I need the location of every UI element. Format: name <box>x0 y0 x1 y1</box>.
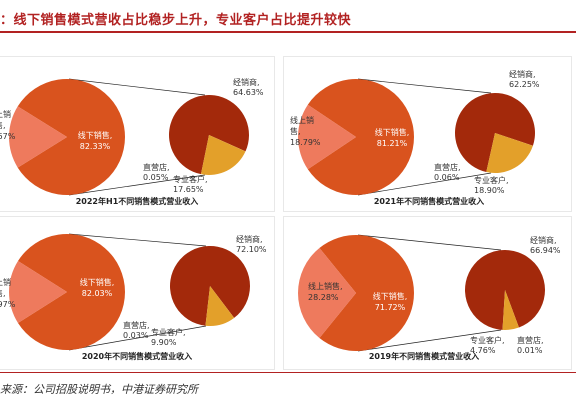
label-online-sales: 上销售,.67% <box>0 109 16 141</box>
sub-pie-slice-distributor <box>465 250 545 330</box>
footer-divider <box>0 372 576 373</box>
label-direct-store: 直营店, 0.01% <box>517 335 544 355</box>
connector-line-top <box>357 78 492 94</box>
label-direct-store: 直营店, 0.05% <box>143 162 170 182</box>
main-pie-slice-online <box>298 247 356 339</box>
chart-title: 2021年不同销售模式营业收入 <box>374 196 484 206</box>
connector-line-bottom <box>68 325 207 351</box>
label-professional-client: 专业客户, 17.65% <box>173 174 208 194</box>
chart-panel-2021: 线上销售, 18.79% 线下销售, 81.21% 经销商, 62.25% 专业客户, 18.… <box>283 56 572 212</box>
label-offline-sales: 线下销售, 82.33% <box>78 130 113 151</box>
label-distributor: 经销商, 66.94% <box>530 235 561 255</box>
main-pie-slice-offline <box>307 79 414 195</box>
main-pie-slice-online <box>298 104 356 170</box>
main-pie-slice-offline <box>17 234 126 350</box>
connector-line-top <box>357 234 502 251</box>
source-note: 来源：公司招股说明书，中港证券研究所 <box>0 383 198 396</box>
label-distributor: 经销商, 64.63% <box>233 77 264 97</box>
label-offline-sales: 线下销售, 81.21% <box>375 127 410 148</box>
pie-of-pie-chart-2019: 线上销售, 28.28% 线下销售, 71.72% 经销商, 66.94% 专业客户, 4.7… <box>298 234 561 361</box>
connector-line-bottom <box>68 174 206 196</box>
label-distributor: 经销商, 72.10% <box>236 234 267 254</box>
sub-pie-slice-professional <box>205 286 235 326</box>
chart-panel-2020: 上销售,.97% 线下销售,82.03% 经销商,72.10% 专业客户,9.90%直… <box>0 216 275 370</box>
connector-line-bottom <box>357 329 502 352</box>
report-header: ：线下销售模式营收占比稳步上升，专业客户占比提升较快 <box>0 0 576 34</box>
label-offline-sales: 线下销售, 82.03% <box>80 277 115 298</box>
chart-title: 2020年不同销售模式营业收入 <box>82 351 192 361</box>
label-professional-client: 专业客户, 18.90% <box>474 175 509 195</box>
sub-pie-slice-distributor <box>168 95 249 175</box>
pie-of-pie-chart-2020: 上销售,.97% 线下销售,82.03% 经销商,72.10% 专业客户,9.90%直… <box>0 233 267 361</box>
pie-of-pie-chart-2021: 线上销售, 18.79% 线下销售, 81.21% 经销商, 62.25% 专业客户, 18.… <box>290 69 540 206</box>
chart-panel-2019: 线上销售, 28.28% 线下销售, 71.72% 经销商, 66.94% 专业客户, 4.7… <box>283 216 572 370</box>
label-offline-sales: 线下销售, 71.72% <box>373 291 408 312</box>
label-online-sales: 线上销售, 18.79% <box>290 115 321 147</box>
chart-title: 2019年不同销售模式营业收入 <box>369 351 479 361</box>
label-professional-client: 专业客户, 4.76% <box>470 335 505 355</box>
sub-pie-slice-professional <box>502 290 519 330</box>
connector-line-bottom <box>357 172 492 196</box>
figure-title: ：线下销售模式营收占比稳步上升，专业客户占比提升较快 <box>0 13 352 28</box>
connector-line-top <box>68 233 207 247</box>
sub-pie-slice-professional <box>486 133 533 173</box>
label-online-sales: 上销售,.97% <box>0 277 16 309</box>
main-pie-slice-offline <box>17 79 125 195</box>
label-professional-client: 专业客户, 9.90% <box>151 327 186 347</box>
label-online-sales: 线上销售, 28.28% <box>308 281 343 302</box>
main-pie-slice-offline <box>319 235 414 351</box>
label-direct-store: 直营店, 0.03% <box>123 320 150 340</box>
connector-line-top <box>68 78 206 96</box>
chart-title: 2022年H1不同销售模式营业收入 <box>76 196 199 206</box>
label-distributor: 经销商, 62.25% <box>509 69 540 89</box>
chart-panel-2022h1: 上销售,.67% 线下销售,82.33% 经销商,64.63% 专业客户,17.65%… <box>0 56 275 212</box>
header-divider <box>0 31 576 33</box>
main-pie-slice-online <box>8 260 67 324</box>
pie-of-pie-chart-2022h1: 上销售,.67% 线下销售,82.33% 经销商,64.63% 专业客户,17.65%… <box>0 77 264 206</box>
main-pie-slice-online <box>8 106 68 168</box>
report-footer: 来源：公司招股说明书，中港证券研究所 <box>0 372 576 406</box>
sub-pie-slice-professional <box>200 135 246 175</box>
sub-pie-slice-distributor <box>169 246 250 326</box>
label-direct-store: 直营店, 0.06% <box>434 162 461 182</box>
sub-pie-slice-distributor <box>455 93 535 173</box>
